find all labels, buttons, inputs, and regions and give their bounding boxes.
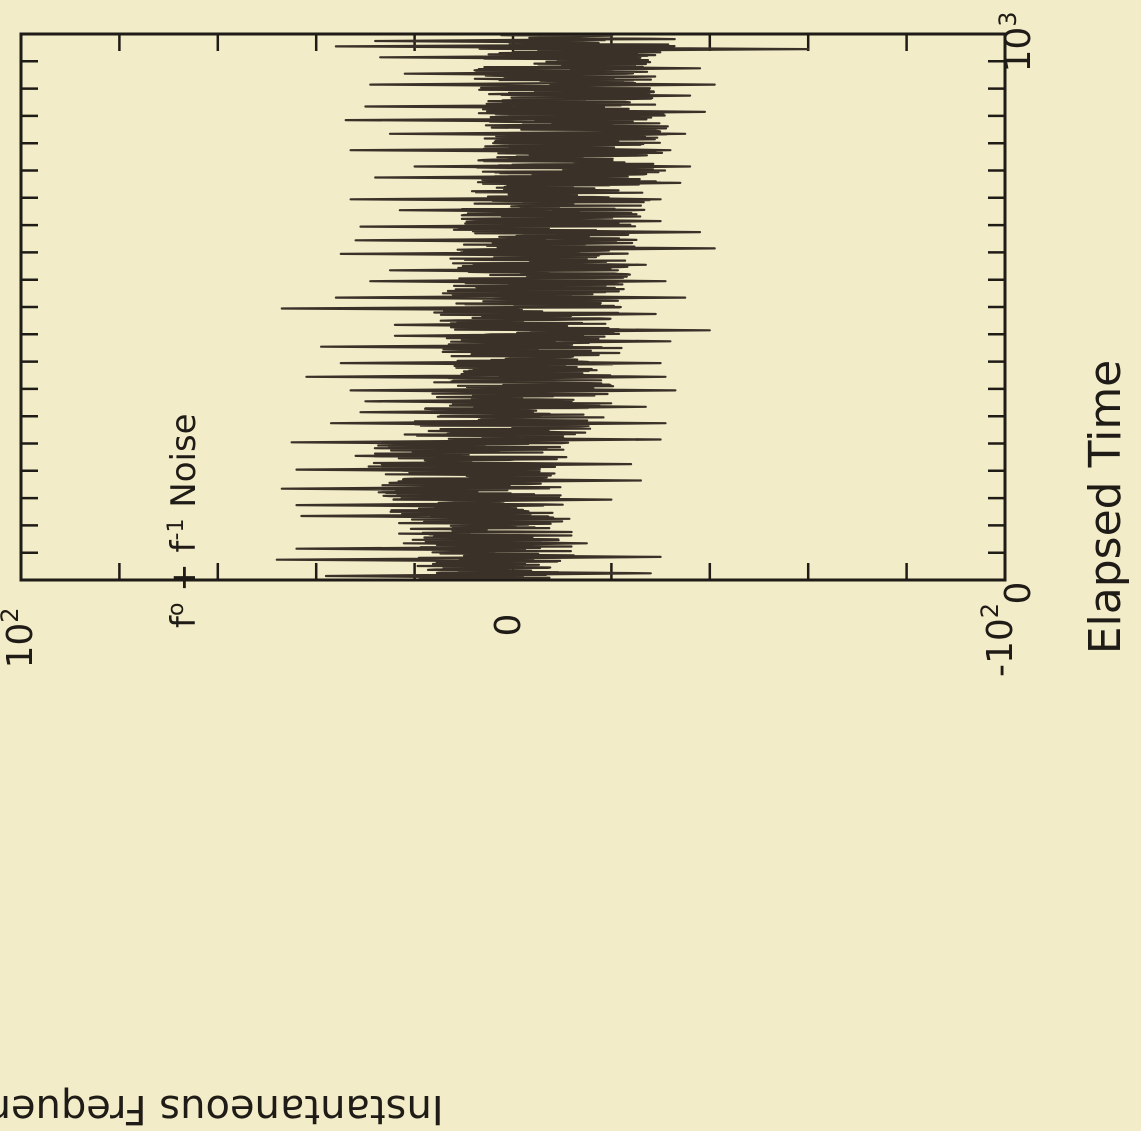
y-axis-label: Instantaneous Frequency (y) (0, 1086, 444, 1131)
x-tick-label-0: 0 (998, 582, 1039, 605)
axis-ticks (21, 34, 1005, 580)
x-axis-label: Elapsed Time (1080, 360, 1131, 655)
y-tick-label-0: 102 (0, 607, 41, 668)
y-tick-label-2: -102 (976, 603, 1021, 677)
x-tick-label-1: 103 (994, 11, 1039, 72)
noise-series-line (275, 35, 810, 579)
annotation-noise-label: fo + f-1 Noise (164, 413, 204, 628)
noise-series (275, 35, 810, 579)
y-tick-label-1: 0 (488, 614, 529, 637)
